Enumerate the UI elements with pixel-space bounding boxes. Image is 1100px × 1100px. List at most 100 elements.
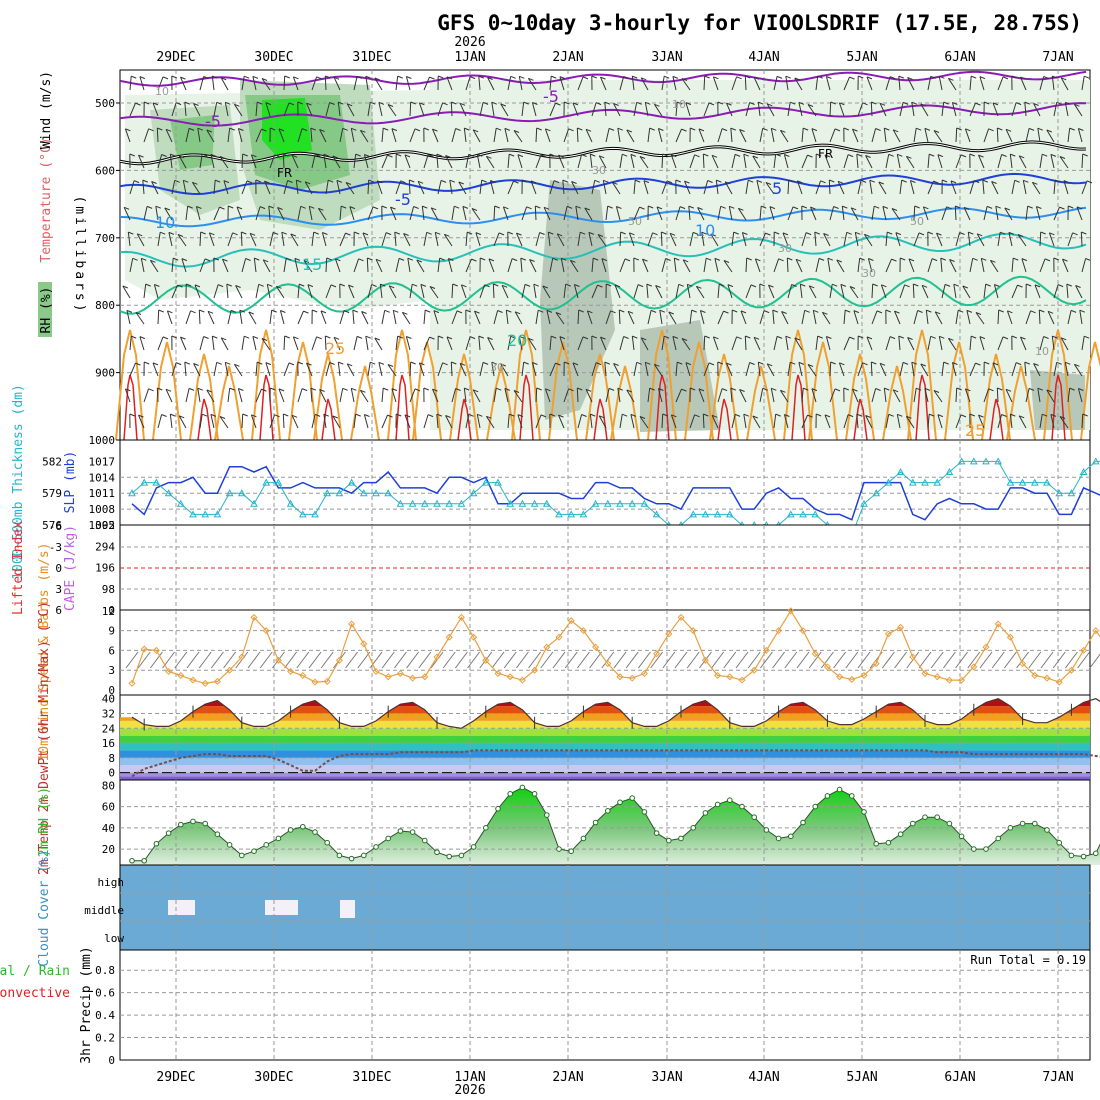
wind-speed-point [982, 643, 990, 651]
wind-barb-flag [500, 363, 506, 367]
wind-barb-flag [322, 232, 328, 235]
rh-point [934, 814, 941, 820]
wind-barb-flag [368, 179, 374, 183]
wind-barb-staff [210, 154, 215, 169]
surface-barb [149, 651, 163, 669]
precip-panel-frame [119, 949, 1091, 1061]
wind-barb-flag [944, 283, 951, 287]
wind-barb-flag [365, 75, 371, 79]
wind-barb-staff [521, 102, 525, 117]
wind-barb-staff [745, 102, 751, 117]
wind-speed-point [970, 663, 978, 671]
wind-barb-flag [852, 128, 858, 132]
wind-barb-staff [346, 103, 355, 117]
wind-barb-flag [542, 285, 548, 289]
wind-barb-staff [394, 232, 397, 247]
wind-barb-flag [414, 128, 421, 132]
wind-barb-staff [404, 154, 411, 169]
rh-point [995, 835, 1002, 842]
thickness-point [384, 489, 393, 497]
wind-barb-flag [478, 335, 484, 339]
wind-barb-flag [840, 283, 847, 287]
wind-barb-staff [129, 76, 132, 91]
wind-barb-staff [613, 103, 621, 117]
wind-barb-staff [745, 362, 751, 377]
wind-barb-flag [745, 75, 751, 79]
rh-point [836, 786, 843, 793]
wind-barb-staff [395, 76, 399, 91]
wind-barb-flag [713, 336, 719, 340]
rh-point [141, 857, 147, 864]
wind-barb-staff [199, 258, 206, 273]
wind-barb-flag [427, 414, 434, 418]
wind-barb-staff [555, 312, 565, 325]
wind-barb-flag [174, 179, 180, 183]
temp-ylabel: 2m Temp 2m DewPt (6hr Min/Max) (°C) [37, 601, 52, 875]
wind-barb-staff [1022, 180, 1027, 195]
cape-tick-label: 98 [102, 583, 115, 596]
wind-barb-staff [905, 156, 915, 169]
wind-barb-staff [199, 231, 202, 247]
wind-barb-flag [1065, 101, 1071, 105]
wind-barb-flag [824, 414, 831, 418]
date-label-top: 2JAN [552, 50, 583, 65]
wind-barb-staff [325, 180, 329, 195]
wind-barb-staff [387, 104, 397, 117]
wind-barb-staff [871, 388, 877, 403]
wind-barb-flag [791, 284, 797, 287]
wind-barb-staff [829, 206, 835, 221]
thickness-point [884, 478, 893, 486]
temp-contour-25 [486, 365, 516, 441]
surface-barb [503, 651, 517, 669]
wind-barb-staff [838, 362, 845, 377]
wind-barb-staff [405, 76, 411, 91]
wind-barb-staff [627, 311, 635, 325]
wind-barb-flag [177, 284, 183, 288]
wind-barb-flag [794, 77, 800, 81]
wind-barb-flag [762, 387, 768, 391]
wind-barb-staff [224, 102, 229, 117]
wind-barb-flag [1079, 309, 1085, 313]
temp-contour-30 [197, 398, 212, 441]
wind-barb-staff [178, 415, 187, 429]
wind-barb-flag [639, 206, 645, 210]
wind-barb-staff [332, 155, 341, 169]
rh-point [678, 835, 684, 842]
wind-barb-flag [1037, 127, 1043, 131]
wind-barb-staff [437, 258, 441, 273]
thickness-point [225, 489, 234, 497]
wind-barb-staff [675, 284, 680, 299]
wind-barb-staff [867, 258, 873, 273]
wind-barb-staff [854, 232, 859, 247]
wind-barb-staff [1005, 389, 1013, 403]
thickness-point [1067, 489, 1076, 497]
wind-barb-staff [237, 388, 243, 403]
wind-barb-flag [716, 179, 722, 183]
wind-barb-staff [265, 102, 271, 117]
thickness-point [262, 478, 271, 486]
wind-barb-flag [389, 285, 395, 289]
wind-barb-flag [942, 179, 948, 183]
wind-barb-flag [948, 337, 954, 341]
wind-barb-staff [814, 232, 817, 247]
thickness-point [567, 510, 576, 518]
wind-barb-staff [787, 102, 791, 117]
wind-barb-staff [689, 310, 693, 325]
wind-barb-flag [274, 154, 280, 158]
wind-speed-point [262, 627, 270, 635]
wind-barb-staff [1011, 180, 1016, 195]
surface-barb [174, 651, 188, 669]
wind-speed-point [848, 675, 856, 683]
wind-barb-staff [656, 206, 663, 221]
wind-barb-staff [437, 180, 442, 195]
wind-speed-point [604, 660, 612, 668]
cloud-bar-middle [340, 900, 355, 918]
wind-barb-staff [783, 414, 789, 429]
wind-barb-flag [390, 206, 396, 210]
wind-barb-flag [577, 127, 583, 131]
wind-barb-flag [141, 257, 147, 261]
wind-barb-flag [330, 284, 337, 288]
wind-barb-flag [753, 76, 760, 80]
wind-barb-staff [126, 310, 131, 325]
rh-tick-label: 60 [102, 801, 115, 814]
